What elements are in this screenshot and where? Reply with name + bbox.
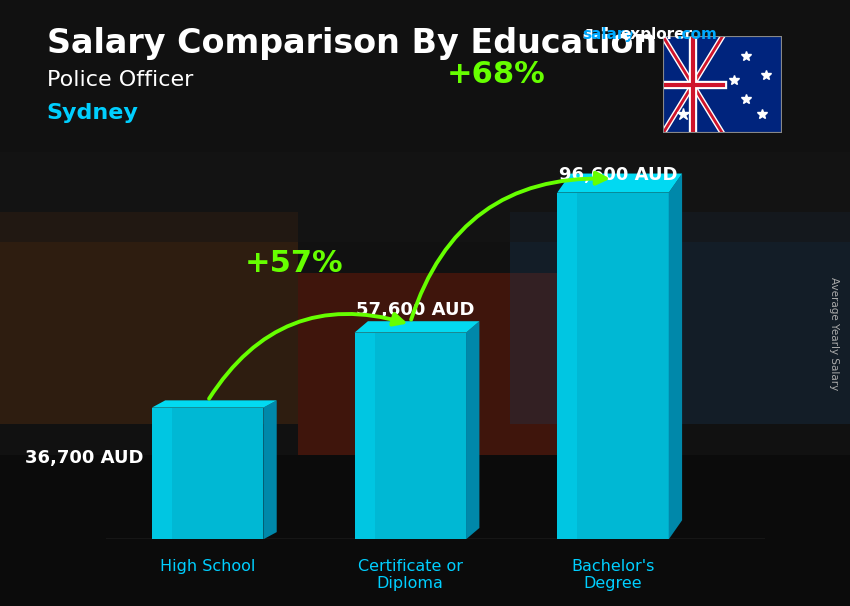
Bar <box>558 193 577 539</box>
Bar <box>354 333 466 539</box>
Text: Salary Comparison By Education: Salary Comparison By Education <box>47 27 657 60</box>
Text: salary: salary <box>582 27 635 42</box>
Polygon shape <box>264 401 277 539</box>
Text: High School: High School <box>160 559 255 574</box>
Polygon shape <box>152 401 277 408</box>
Text: Sydney: Sydney <box>47 103 139 123</box>
Bar <box>152 408 264 539</box>
Text: Certificate or
Diploma: Certificate or Diploma <box>358 559 462 591</box>
Text: .com: .com <box>677 27 717 42</box>
Text: +68%: +68% <box>447 60 546 89</box>
Bar <box>354 333 375 539</box>
Text: +57%: +57% <box>245 249 343 278</box>
Text: 57,600 AUD: 57,600 AUD <box>356 301 474 319</box>
Bar <box>152 408 172 539</box>
Text: 36,700 AUD: 36,700 AUD <box>26 448 144 467</box>
Text: explorer: explorer <box>620 27 693 42</box>
Text: Average Yearly Salary: Average Yearly Salary <box>829 277 839 390</box>
Polygon shape <box>558 173 682 193</box>
Polygon shape <box>669 173 682 539</box>
Text: Bachelor's
Degree: Bachelor's Degree <box>571 559 654 591</box>
Text: 96,600 AUD: 96,600 AUD <box>558 166 677 184</box>
Bar <box>558 193 669 539</box>
Polygon shape <box>466 321 479 539</box>
Polygon shape <box>354 321 479 333</box>
Text: Police Officer: Police Officer <box>47 70 193 90</box>
